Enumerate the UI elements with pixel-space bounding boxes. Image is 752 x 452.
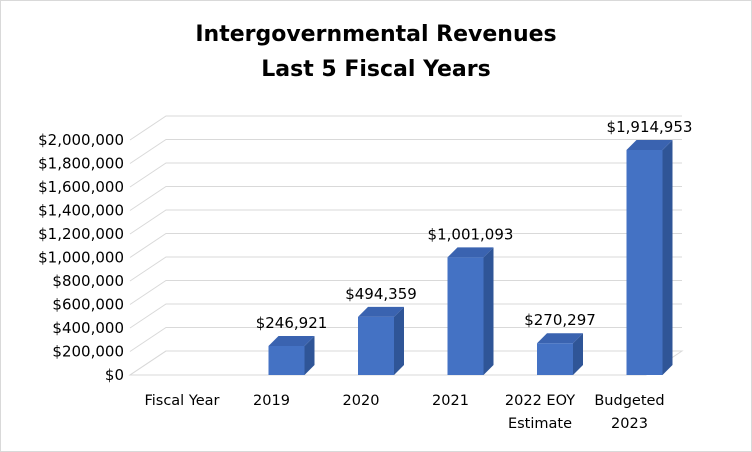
x-tick-label: Fiscal Year [144,393,219,409]
x-tick-label: 2023 [611,416,648,432]
bar-top [268,335,315,346]
x-tick-label: 2021 [432,393,469,409]
gridline [129,280,682,305]
y-tick-label: $0 [105,366,124,384]
data-label: $494,359 [345,285,417,303]
y-tick-label: $2,000,000 [38,131,124,149]
bar-top [537,333,583,344]
x-tick-label: 2019 [253,393,290,409]
chart-title: Intergovernmental Revenues [195,22,557,47]
chart-floor [128,350,684,376]
x-tick-label: Estimate [508,416,572,432]
bar-side [304,335,315,375]
bar [358,316,394,375]
y-tick-label: $1,000,000 [38,249,124,267]
bar [537,343,573,375]
gridline [129,256,682,282]
gridline [129,115,682,141]
y-tick-label: $1,600,000 [38,178,124,196]
gridline [129,327,682,352]
bar-side [483,247,494,375]
chart-subtitle: Last 5 Fiscal Years [261,57,491,82]
data-label: $1,001,093 [428,225,514,243]
gridline [129,233,682,258]
bar-side [394,306,404,375]
y-tick-label: $800,000 [52,272,124,290]
x-tick-label: 2020 [343,393,380,409]
data-label: $1,914,953 [607,118,693,136]
bar [447,257,484,375]
gridline [129,303,682,329]
data-label: $246,921 [256,314,328,332]
bar [626,149,663,375]
gridline [129,162,682,188]
bar [268,345,305,375]
y-tick-label: $1,400,000 [38,202,124,220]
gridline [129,209,682,235]
x-tick-label: Budgeted [594,393,664,409]
x-tick-label: 2022 EOY [505,393,575,409]
y-tick-label: $1,200,000 [38,225,124,243]
bar-side [573,333,583,375]
gridline [129,139,682,164]
y-tick-label: $400,000 [52,319,124,337]
bar-top [626,139,673,150]
gridline [129,350,682,376]
bar-top [447,247,494,258]
bar-side [662,139,673,375]
bar-top [358,306,404,317]
y-tick-label: $200,000 [52,343,124,361]
y-tick-label: $600,000 [52,296,124,314]
y-tick-label: $1,800,000 [38,155,124,173]
data-label: $270,297 [524,311,596,329]
gridline [129,186,682,211]
